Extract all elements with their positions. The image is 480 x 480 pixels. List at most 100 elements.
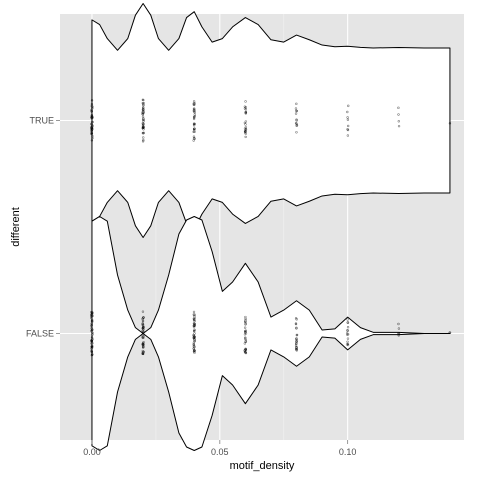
- data-point: [192, 324, 195, 328]
- data-point: [397, 322, 400, 326]
- data-point: [142, 139, 145, 142]
- x-axis-title: motif_density: [230, 460, 295, 472]
- data-point: [294, 322, 298, 325]
- data-point: [90, 126, 93, 129]
- data-point: [90, 139, 94, 142]
- data-point: [193, 137, 196, 140]
- data-point: [295, 119, 298, 122]
- data-point: [192, 135, 196, 138]
- data-point: [192, 317, 196, 321]
- y-tick-label: TRUE: [30, 116, 55, 126]
- data-point: [295, 346, 298, 349]
- data-point: [295, 102, 298, 106]
- data-point: [244, 110, 247, 114]
- points: [90, 98, 452, 357]
- data-point: [141, 126, 145, 130]
- violin-false: [91, 216, 451, 451]
- data-point: [294, 317, 298, 320]
- data-point: [244, 120, 248, 123]
- data-point: [243, 105, 247, 108]
- data-point: [142, 103, 145, 107]
- data-point: [91, 136, 94, 140]
- data-point: [346, 326, 350, 329]
- data-point: [192, 336, 196, 339]
- data-point: [192, 329, 196, 333]
- data-point: [397, 106, 400, 110]
- data-point: [90, 99, 94, 102]
- data-point: [193, 332, 196, 335]
- data-point: [243, 326, 247, 329]
- data-point: [90, 336, 94, 339]
- data-point: [193, 127, 196, 131]
- data-point: [141, 131, 145, 135]
- data-point: [141, 351, 144, 355]
- data-point: [90, 354, 94, 357]
- data-point: [295, 349, 298, 352]
- data-point: [244, 320, 247, 324]
- data-point: [244, 336, 247, 339]
- data-point: [141, 326, 145, 329]
- data-point: [294, 112, 298, 115]
- data-point: [91, 120, 94, 124]
- data-point: [142, 341, 145, 344]
- data-point: [244, 112, 248, 115]
- data-point: [244, 108, 248, 111]
- y-axis: TRUE FALSE: [26, 116, 60, 339]
- data-point: [141, 342, 144, 346]
- data-point: [294, 107, 298, 110]
- data-point: [346, 321, 349, 324]
- data-point: [141, 115, 145, 118]
- data-point: [347, 104, 350, 108]
- data-point: [346, 337, 350, 340]
- data-point: [90, 349, 93, 353]
- data-point: [192, 115, 196, 119]
- data-point: [244, 132, 247, 135]
- data-point: [141, 319, 145, 322]
- data-point: [295, 340, 298, 344]
- data-point: [193, 314, 196, 318]
- data-point: [192, 123, 196, 126]
- data-point: [142, 330, 145, 333]
- x-axis: 0.00 0.05 0.10: [83, 440, 356, 457]
- data-point: [295, 327, 298, 330]
- data-point: [142, 136, 145, 139]
- data-point: [193, 351, 196, 354]
- data-point: [91, 333, 94, 336]
- data-point: [141, 101, 144, 105]
- data-point: [397, 124, 401, 128]
- data-point: [193, 103, 196, 107]
- data-point: [141, 112, 144, 116]
- data-point: [345, 343, 349, 346]
- data-point: [346, 318, 349, 321]
- data-point: [244, 337, 247, 340]
- data-point: [243, 342, 247, 345]
- data-point: [397, 120, 400, 123]
- data-point: [295, 333, 299, 337]
- data-point: [244, 329, 247, 333]
- data-point: [192, 322, 196, 325]
- data-point: [295, 122, 298, 126]
- data-point: [346, 340, 349, 343]
- data-point: [90, 124, 94, 127]
- data-point: [90, 313, 93, 316]
- data-point: [346, 128, 350, 132]
- data-point: [141, 335, 144, 339]
- data-point: [141, 310, 145, 313]
- data-point: [295, 109, 299, 113]
- data-point: [142, 345, 145, 348]
- data-point: [90, 345, 93, 349]
- data-point: [192, 139, 195, 142]
- y-axis-title: different: [10, 207, 22, 247]
- x-tick-label: 0.05: [211, 447, 229, 457]
- violin-true: [91, 3, 451, 238]
- data-point: [90, 324, 94, 327]
- data-point: [346, 118, 350, 121]
- data-point: [90, 117, 94, 120]
- data-point: [90, 340, 94, 343]
- data-point: [244, 351, 247, 354]
- data-point: [346, 110, 349, 114]
- data-point: [346, 134, 350, 137]
- data-point: [192, 310, 196, 314]
- x-tick-label: 0.00: [83, 447, 101, 457]
